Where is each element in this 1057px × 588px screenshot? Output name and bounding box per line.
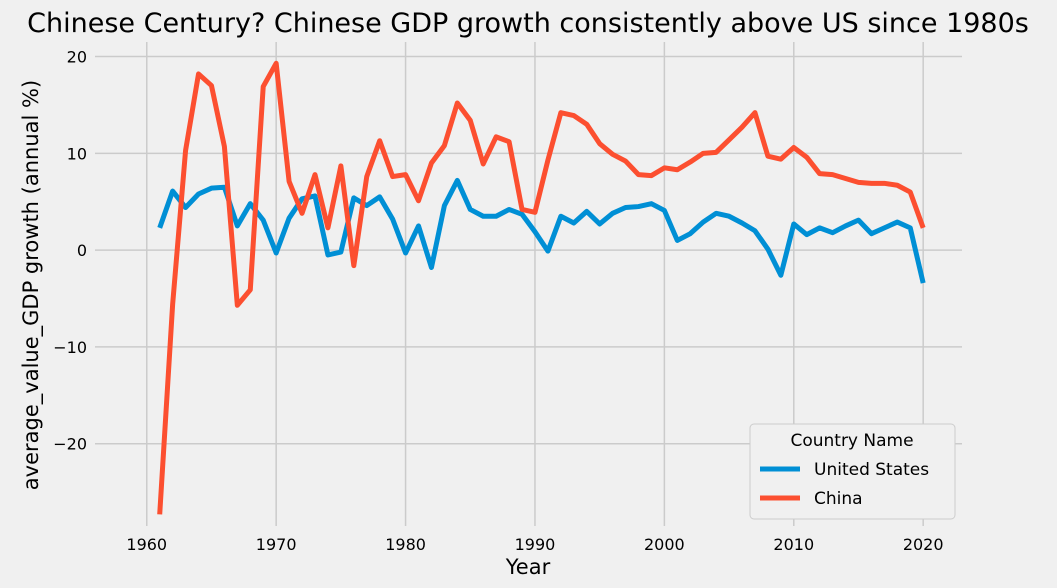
series-line-united-states (157, 177, 926, 284)
y-axis-label: average_value_GDP growth (annual %) (19, 80, 44, 490)
tick-labels: 1960 1970 1980 1990 2000 2010 2020 −20 −10 0 10 20 (53, 48, 943, 554)
x-tick-label: 1960 (126, 535, 167, 554)
y-tick-label: −10 (53, 338, 87, 357)
x-tick-label: 1970 (256, 535, 297, 554)
x-axis-label: Year (505, 555, 551, 579)
x-tick-label: 1980 (385, 535, 426, 554)
y-tick-label: 10 (67, 144, 87, 163)
y-tick-label: 20 (67, 48, 87, 67)
x-tick-label: 1990 (515, 535, 556, 554)
grid-layer (95, 42, 962, 526)
y-tick-label: −20 (53, 435, 87, 454)
series-layer (157, 60, 926, 515)
legend-label-china: China (814, 489, 863, 509)
x-tick-label: 2000 (644, 535, 685, 554)
legend-label-united-states: United States (814, 460, 929, 480)
series-line-china (157, 60, 926, 515)
legend-box (749, 423, 956, 520)
legend: Country Name United States China (749, 423, 956, 520)
chart-title: Chinese Century? Chinese GDP growth cons… (27, 8, 1029, 39)
x-tick-label: 2010 (773, 535, 814, 554)
x-tick-label: 2020 (903, 535, 944, 554)
legend-title: Country Name (790, 431, 913, 451)
y-tick-label: 0 (77, 241, 87, 260)
